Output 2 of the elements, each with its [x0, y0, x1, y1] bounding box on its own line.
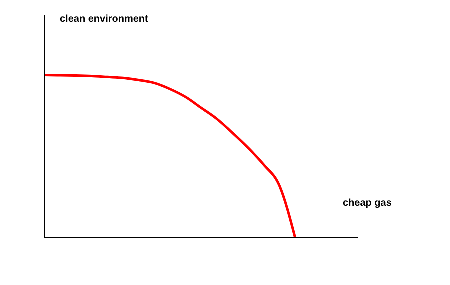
- x-axis-title: cheap gas: [343, 198, 392, 209]
- text: clean environment: [60, 14, 148, 25]
